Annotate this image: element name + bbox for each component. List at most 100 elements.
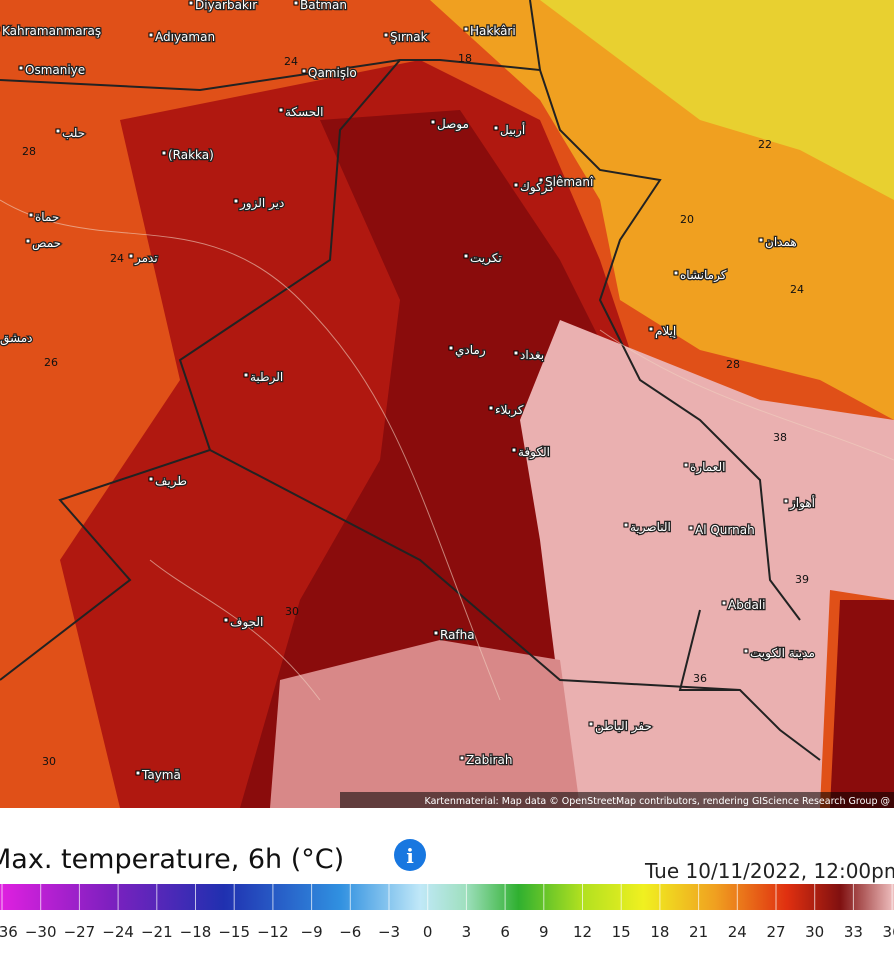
place-label: الرطبة	[250, 370, 283, 385]
tick-label: 0	[423, 923, 433, 941]
place-label: دمشق	[0, 331, 32, 346]
very-hot-zone	[520, 320, 894, 808]
place-marker	[688, 525, 694, 531]
place-marker	[623, 522, 629, 528]
tick-label: 6	[500, 923, 510, 941]
place-marker	[148, 32, 154, 38]
tick-label: −30	[25, 923, 57, 941]
place-marker	[463, 26, 469, 32]
place-marker	[278, 107, 284, 113]
mild-zone	[540, 0, 894, 200]
contour-label: 30	[285, 605, 299, 618]
place-label: Batman	[300, 0, 347, 12]
place-label: الحسكة	[285, 105, 324, 119]
tick-label: −27	[64, 923, 96, 941]
place-marker	[513, 350, 519, 356]
place-labels: Diyarbakır Batman Kahramanmaraş Adıyaman Şır…	[0, 0, 816, 783]
place-marker	[301, 68, 307, 74]
place-marker	[448, 345, 454, 351]
place-label: العمارة	[690, 460, 725, 475]
place-label: Kahramanmaraş	[2, 24, 101, 38]
timestamp: Tue 10/11/2022, 12:00pm C	[644, 859, 894, 883]
contour-label: 24	[284, 55, 298, 68]
gulf	[830, 600, 894, 808]
place-label: كربلاء	[495, 403, 524, 418]
place-label: حمص	[32, 236, 61, 251]
place-marker	[18, 65, 24, 71]
place-marker	[188, 0, 194, 6]
info-button[interactable]	[394, 839, 426, 871]
map	[0, 0, 894, 808]
place-label: كركوك	[520, 180, 554, 195]
tick-label: 30	[805, 923, 824, 941]
place-label: طريف	[155, 474, 187, 489]
place-label: Rafha	[440, 628, 475, 642]
place-marker	[683, 462, 689, 468]
contour-label: 18	[458, 52, 472, 65]
place-label: Diyarbakır	[195, 0, 257, 12]
place-marker	[28, 212, 34, 218]
tick-label: 12	[573, 923, 592, 941]
place-label: Zabirah	[466, 753, 512, 767]
place-marker	[25, 238, 31, 244]
place-label: Osmaniye	[25, 63, 85, 77]
place-marker	[758, 237, 764, 243]
tick-label: 27	[766, 923, 785, 941]
contour-label: 28	[22, 145, 36, 158]
place-marker	[383, 32, 389, 38]
hottest-zone	[240, 110, 600, 808]
place-label: همدان	[765, 235, 797, 249]
place-label: Adıyaman	[155, 30, 215, 44]
place-label: أربيل	[500, 122, 525, 138]
place-label: Abdali	[728, 598, 765, 612]
place-marker	[721, 600, 727, 606]
tick-label: 24	[728, 923, 747, 941]
place-label: Taymā	[141, 768, 181, 782]
place-label: حفر الباطن	[595, 719, 652, 734]
place-marker	[488, 405, 494, 411]
contour-label: 26	[44, 356, 58, 369]
place-label: حلب	[62, 126, 85, 140]
place-label: الناصرية	[630, 520, 671, 535]
colorbar	[0, 884, 894, 910]
place-marker	[433, 630, 439, 636]
place-marker	[511, 447, 517, 453]
place-marker	[128, 253, 134, 259]
tick-label: 18	[650, 923, 669, 941]
attribution-bg	[340, 792, 894, 808]
place-label: Qamişlo	[308, 66, 357, 80]
legend-ticks: −36−30−27−24−21−18−15−12−9−6−30369121518…	[0, 884, 894, 941]
place-marker	[293, 0, 299, 6]
place-marker	[743, 648, 749, 654]
place-label: أهواز	[789, 495, 815, 511]
contour-label: 28	[726, 358, 740, 371]
contour-label: 38	[773, 431, 787, 444]
tick-label: −36	[0, 923, 18, 941]
tick-label: −21	[141, 923, 173, 941]
contour-label: 22	[758, 138, 772, 151]
tick-label: 9	[539, 923, 549, 941]
tick-label: −18	[180, 923, 212, 941]
tick-label: −15	[218, 923, 250, 941]
info-icon[interactable]: i	[406, 844, 414, 868]
tick-label: 21	[689, 923, 708, 941]
place-label: دير الزور	[239, 196, 284, 211]
place-marker	[648, 326, 654, 332]
place-label: كرمانشاه	[680, 268, 727, 283]
place-marker	[223, 617, 229, 623]
isolines	[0, 199, 894, 701]
place-marker	[588, 721, 594, 727]
borders	[0, 0, 821, 761]
place-label: Şırnak	[390, 30, 428, 44]
tick-label: −3	[378, 923, 400, 941]
very-hot-zone-south	[270, 640, 580, 808]
contour-label: 39	[795, 573, 809, 586]
place-label: Hakkâri	[470, 24, 516, 38]
place-label: تكريت	[470, 251, 502, 266]
place-marker	[783, 498, 789, 504]
place-marker	[233, 198, 239, 204]
contour-label: 24	[790, 283, 804, 296]
tick-label: 36	[883, 923, 894, 941]
